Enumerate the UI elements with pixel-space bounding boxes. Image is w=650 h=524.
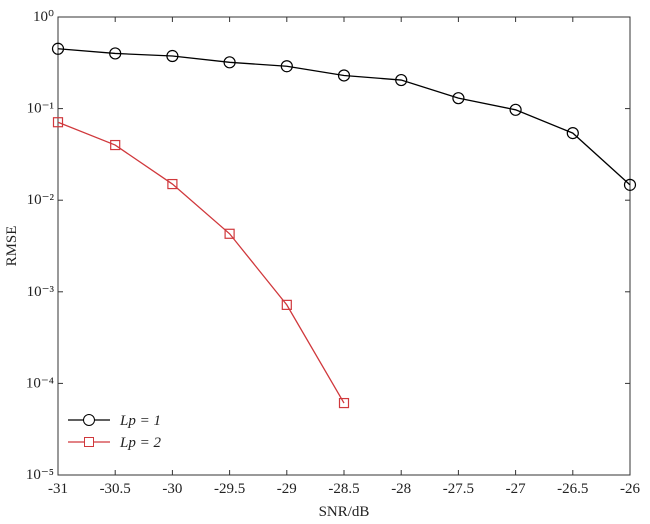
legend-marker	[84, 437, 94, 447]
x-tick-label: -30	[162, 481, 182, 497]
y-tick-label: 10⁻³	[27, 284, 55, 300]
y-tick-label: 10⁻⁴	[26, 375, 54, 391]
point	[623, 178, 637, 191]
legend-label: Lp = 1	[119, 413, 161, 429]
point	[452, 92, 465, 105]
point	[509, 103, 522, 116]
x-tick-label: -28	[391, 481, 411, 497]
point	[566, 127, 579, 140]
x-tick-label: -31	[48, 481, 68, 497]
point	[109, 47, 122, 60]
point	[223, 56, 236, 69]
point	[224, 228, 235, 239]
x-tick-label: -29	[277, 481, 297, 497]
point	[337, 69, 351, 82]
y-tick-label: 10⁻⁵	[26, 467, 54, 483]
legend-label: Lp = 2	[119, 435, 161, 451]
point	[281, 299, 292, 310]
y-tick-label: 10⁰	[33, 9, 54, 25]
point	[395, 73, 408, 87]
point	[166, 49, 179, 63]
y-axis-label: RMSE	[4, 226, 20, 267]
point	[280, 60, 293, 73]
x-tick-label: -26.5	[557, 481, 588, 497]
plot-frame	[57, 16, 631, 476]
y-tick-label: 10⁻¹	[27, 101, 54, 117]
x-tick-label: -27	[506, 481, 526, 497]
point	[110, 139, 121, 151]
x-tick-label: -26	[620, 481, 640, 497]
x-tick-label: -29.5	[214, 481, 245, 497]
x-tick-label: -28.5	[328, 481, 359, 497]
series-line	[57, 121, 345, 404]
series-line	[57, 48, 631, 186]
x-tick-label: -30.5	[100, 481, 131, 497]
point	[52, 117, 64, 128]
point	[338, 397, 350, 409]
point	[167, 178, 178, 190]
legend-marker	[83, 414, 95, 426]
x-tick-label: -27.5	[443, 481, 474, 497]
x-axis-label: SNR/dB	[319, 504, 370, 520]
point	[51, 42, 65, 55]
y-tick-label: 10⁻²	[27, 192, 55, 208]
